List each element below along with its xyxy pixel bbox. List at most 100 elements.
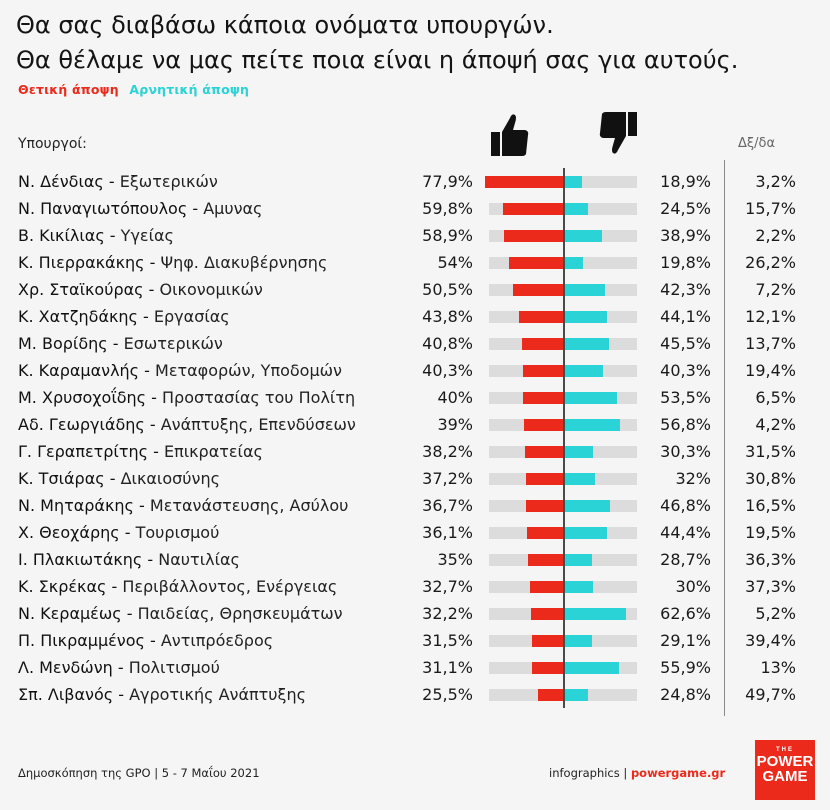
minister-name: Κ. Σκρέκας (18, 577, 107, 596)
ministry-name: Μεταφορών, Υποδομών (155, 361, 342, 380)
minister-label: Κ. Σκρέκας - Περιβάλλοντος, Ενέργειας (18, 573, 337, 600)
negative-value-label: 30,3% (660, 442, 711, 461)
minister-row: Ν. Δένδιας - Εξωτερικών 77,9% 18,9% 3,2% (0, 168, 830, 195)
dk-value-label: 37,3% (745, 577, 796, 596)
ministry-name: Τουρισμού (135, 523, 220, 542)
positive-bar (522, 338, 563, 350)
ministry-name: Εξωτερικών (119, 172, 218, 191)
name-separator: - (119, 523, 136, 542)
name-separator: - (104, 226, 121, 245)
name-separator: - (107, 334, 124, 353)
minister-row: Κ. Σκρέκας - Περιβάλλοντος, Ενέργειας 32,… (0, 573, 830, 600)
negative-bar (563, 230, 602, 242)
negative-bar (563, 176, 582, 188)
positive-bar (531, 635, 563, 647)
minister-row: Κ. Καραμανλής - Μεταφορών, Υποδομών 40,3%… (0, 357, 830, 384)
negative-bar (563, 473, 595, 485)
minister-label: Κ. Πιερρακάκης - Ψηφ. Διακυβέρνησης (18, 249, 327, 276)
minister-row: Β. Κικίλιας - Υγείας 58,9% 38,9% 2,2% (0, 222, 830, 249)
positive-bar (530, 581, 563, 593)
positive-value-label: 50,5% (422, 280, 473, 299)
dk-value-label: 26,2% (745, 253, 796, 272)
minister-name: Κ. Χατζηδάκης (18, 307, 138, 326)
minister-name: Ν. Παναγιωτόπουλος (18, 199, 188, 218)
positive-value-label: 37,2% (422, 469, 473, 488)
positive-bar (525, 473, 563, 485)
dk-value-label: 19,4% (745, 361, 796, 380)
dk-value-label: 13,7% (745, 334, 796, 353)
negative-value-label: 44,1% (660, 307, 711, 326)
name-separator: - (139, 361, 156, 380)
name-separator: - (144, 415, 161, 434)
logo-line-2: GAME (762, 768, 808, 785)
power-game-logo: THE POWER GAME (755, 740, 815, 800)
ministry-name: Εσωτερικών (123, 334, 223, 353)
ministry-name: Αντιπρόεδρος (160, 631, 274, 650)
legend-positive: Θετική άποψη (18, 82, 119, 97)
minister-label: Ν. Μηταράκης - Μετανάστευσης, Ασύλου (18, 492, 348, 519)
minister-label: Λ. Μενδώνη - Πολιτισμού (18, 654, 220, 681)
positive-value-label: 40% (437, 388, 473, 407)
name-separator: - (103, 172, 120, 191)
name-separator: - (112, 658, 129, 677)
dk-value-label: 36,3% (745, 550, 796, 569)
bar-track (489, 581, 637, 593)
positive-bar (524, 446, 563, 458)
dk-value-label: 6,5% (755, 388, 796, 407)
negative-value-label: 30% (675, 577, 711, 596)
ministry-name: Περιβάλλοντος, Ενέργειας (122, 577, 338, 596)
positive-value-label: 59,8% (422, 199, 473, 218)
name-separator: - (148, 442, 164, 461)
dk-value-label: 13% (760, 658, 796, 677)
minister-name: Γ. Γεραπετρίτης (18, 442, 148, 461)
dk-header: Δξ/δα (738, 136, 776, 151)
negative-value-label: 42,3% (660, 280, 711, 299)
minister-row: Μ. Χρυσοχοΐδης - Προστασίας του Πολίτη 40… (0, 384, 830, 411)
minister-label: Χ. Θεοχάρης - Τουρισμού (18, 519, 219, 546)
ministry-name: Ανάπτυξης, Επενδύσεων (160, 415, 356, 434)
minister-row: Μ. Βορίδης - Εσωτερικών 40,8% 45,5% 13,7% (0, 330, 830, 357)
minister-row: Ν. Παναγιωτόπουλος - Αμυνας 59,8% 24,5% 15,… (0, 195, 830, 222)
minister-label: Ν. Παναγιωτόπουλος - Αμυνας (18, 195, 262, 222)
credit-brand: powergame.gr (630, 766, 726, 780)
positive-value-label: 40,3% (422, 361, 473, 380)
positive-bar (526, 500, 563, 512)
positive-bar (503, 203, 563, 215)
positive-value-label: 35% (437, 550, 473, 569)
dk-value-label: 30,8% (745, 469, 796, 488)
negative-value-label: 44,4% (660, 523, 711, 542)
name-separator: - (144, 253, 161, 272)
negative-bar (563, 689, 588, 701)
ministry-name: Οικονομικών (159, 280, 263, 299)
ministry-name: Υγείας (120, 226, 174, 245)
dk-value-label: 39,4% (745, 631, 796, 650)
dk-value-label: 4,2% (755, 415, 796, 434)
dk-value-label: 2,2% (755, 226, 796, 245)
positive-bar (523, 392, 563, 404)
name-separator: - (137, 307, 154, 326)
negative-value-label: 53,5% (660, 388, 711, 407)
minister-name: Χ. Θεοχάρης (18, 523, 120, 542)
logo-line-1: POWER (756, 753, 814, 770)
ministry-name: Ψηφ. Διακυβέρνησης (160, 253, 328, 272)
negative-bar (563, 419, 620, 431)
negative-value-label: 40,3% (660, 361, 711, 380)
minister-name: Σπ. Λιβανός (18, 685, 114, 704)
title-line-1: Θα σας διαβάσω κάποια ονόματα υπουργών. (16, 11, 554, 39)
positive-bar (522, 365, 563, 377)
positive-bar (531, 662, 563, 674)
legend-negative: Αρνητική άποψη (129, 82, 250, 97)
positive-bar (512, 284, 563, 296)
name-separator: - (133, 496, 150, 515)
negative-bar (563, 392, 617, 404)
minister-row: Σπ. Λιβανός - Αγροτικής Ανάπτυξης 25,5% 24… (0, 681, 830, 708)
minister-label: Κ. Καραμανλής - Μεταφορών, Υποδομών (18, 357, 342, 384)
minister-name: Μ. Χρυσοχοΐδης (18, 388, 147, 407)
negative-bar (563, 527, 608, 539)
positive-value-label: 36,1% (422, 523, 473, 542)
credit: infographics | powergame.gr (549, 766, 725, 780)
negative-value-label: 32% (675, 469, 711, 488)
minister-label: Κ. Τσιάρας - Δικαιοσύνης (18, 465, 220, 492)
ministry-name: Δικαιοσύνης (120, 469, 220, 488)
name-separator: - (146, 388, 162, 407)
